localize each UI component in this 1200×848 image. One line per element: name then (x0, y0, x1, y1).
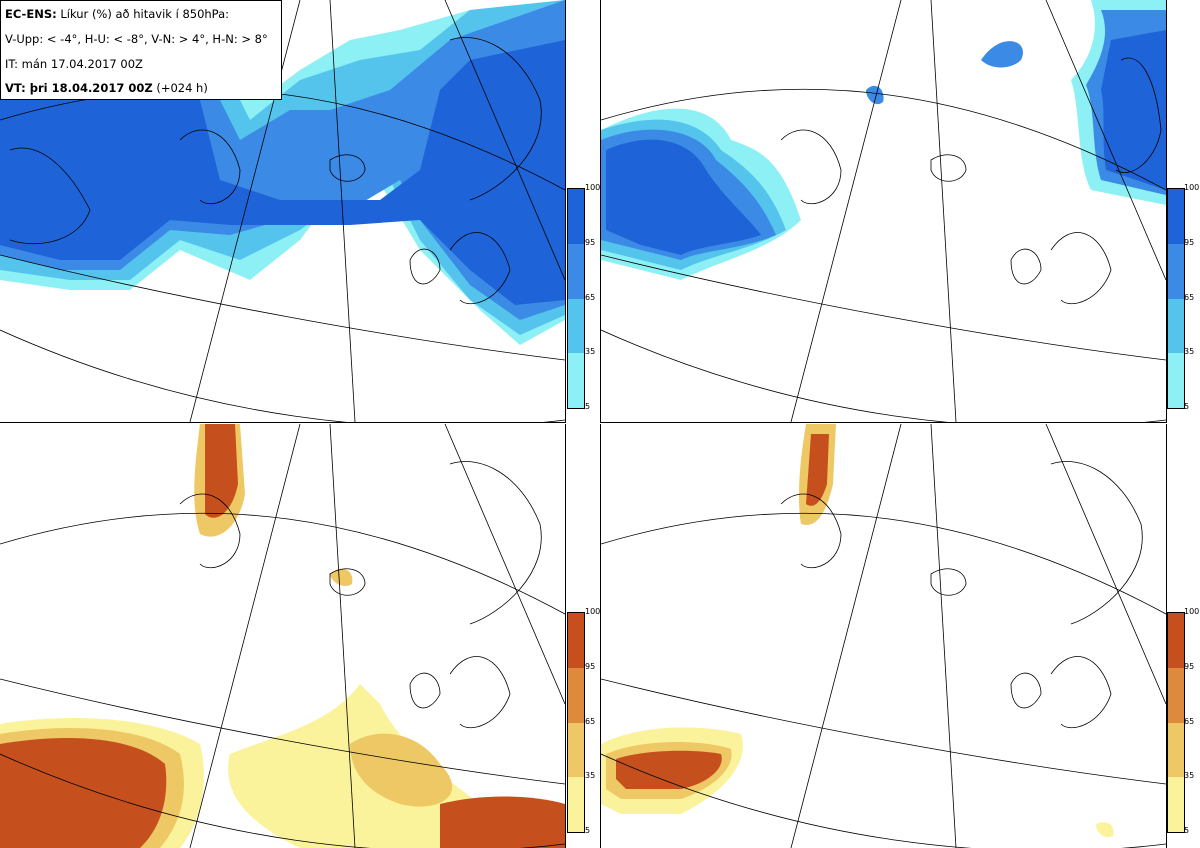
cbar-tick-bl-95: 95 (585, 662, 596, 671)
info-box: EC-ENS: Líkur (%) að hitavik í 850hPa: V… (0, 0, 282, 100)
cbar-tick-tr-100: 100 (1184, 183, 1200, 192)
prob-field-top (205, 424, 238, 518)
colorbar-top-right (1167, 188, 1185, 409)
panel-top-left: EC-ENS: Líkur (%) að hitavik í 850hPa: V… (0, 0, 566, 423)
graticule (0, 0, 565, 422)
cbar-seg-1 (1168, 613, 1184, 668)
prob-blob-2 (866, 85, 884, 105)
cbar-tick-bl-65: 65 (585, 717, 596, 726)
valid-time: VT: þri 18.04.2017 00Z (5, 81, 153, 95)
info-line-2: V-Upp: < -4°, H-U: < -8°, V-N: > 4°, H-N… (5, 32, 268, 46)
panel-bottom-left (0, 424, 566, 848)
prob-blob-1 (981, 41, 1023, 68)
colorbar-bottom-right (1167, 612, 1185, 833)
cbar-tick-br-95: 95 (1184, 662, 1195, 671)
cbar-tick-br-5: 5 (1184, 826, 1190, 835)
cbar-tick-tl-35: 35 (585, 347, 596, 356)
colorbar-bottom-left (567, 612, 585, 833)
cbar-seg-4 (1168, 353, 1184, 408)
cbar-seg-2 (1168, 668, 1184, 723)
cbar-tick-tr-65: 65 (1184, 293, 1195, 302)
cbar-tick-tr-35: 35 (1184, 347, 1195, 356)
prob-field-top-east (1101, 30, 1166, 190)
coastlines (179, 461, 542, 729)
cbar-tick-tl-95: 95 (585, 238, 596, 247)
cbar-seg-1 (1168, 189, 1184, 244)
cbar-seg-1 (568, 613, 584, 668)
model-name: EC-ENS: (5, 7, 57, 21)
cbar-tick-tl-65: 65 (585, 293, 596, 302)
coastlines (780, 57, 1162, 305)
cbar-seg-3 (568, 723, 584, 777)
coastlines (9, 37, 542, 305)
panel-top-right (600, 0, 1167, 423)
graticule (601, 0, 1166, 422)
cbar-tick-tl-5: 5 (585, 402, 591, 411)
cbar-seg-3 (1168, 723, 1184, 777)
cbar-seg-4 (568, 353, 584, 408)
panel-bottom-right (600, 424, 1167, 848)
info-line-3: IT: mán 17.04.2017 00Z (5, 57, 143, 71)
map-bottom-left (0, 424, 565, 848)
prob-field-top-2 (616, 750, 722, 789)
cbar-tick-tr-5: 5 (1184, 402, 1190, 411)
cbar-seg-3 (1168, 299, 1184, 353)
info-line-1: EC-ENS: Líkur (%) að hitavik í 850hPa: (5, 7, 229, 21)
cbar-tick-br-35: 35 (1184, 771, 1195, 780)
cbar-tick-br-100: 100 (1184, 607, 1200, 616)
prob-field-top (0, 40, 565, 305)
cbar-seg-2 (568, 668, 584, 723)
prob-blob-1 (1096, 822, 1114, 838)
prob-field-top (806, 434, 829, 506)
map-bottom-right (601, 424, 1166, 848)
cbar-tick-bl-5: 5 (585, 826, 591, 835)
prob-field-top-2 (0, 738, 167, 848)
cbar-seg-2 (1168, 244, 1184, 299)
cbar-tick-bl-100: 100 (585, 607, 601, 616)
lead-time: (+024 h) (156, 81, 208, 95)
graticule (601, 424, 1166, 848)
cbar-seg-1 (568, 189, 584, 244)
map-top-right (601, 0, 1166, 422)
cbar-tick-tl-100: 100 (585, 183, 601, 192)
product-title: Líkur (%) að hitavik í 850hPa: (60, 7, 230, 21)
cbar-tick-tr-95: 95 (1184, 238, 1195, 247)
cbar-seg-4 (1168, 777, 1184, 832)
prob-blob-iceland (330, 568, 353, 586)
colorbar-top-left (567, 188, 585, 409)
info-line-4: VT: þri 18.04.2017 00Z (+024 h) (5, 81, 208, 95)
cbar-tick-br-65: 65 (1184, 717, 1195, 726)
cbar-seg-2 (568, 244, 584, 299)
coastlines (780, 461, 1143, 729)
cbar-tick-bl-35: 35 (585, 771, 596, 780)
prob-field-top-3 (440, 796, 565, 848)
prob-field-mid-3 (350, 733, 453, 807)
cbar-seg-4 (568, 777, 584, 832)
prob-field-top (606, 139, 761, 255)
graticule (0, 424, 565, 848)
cbar-seg-3 (568, 299, 584, 353)
